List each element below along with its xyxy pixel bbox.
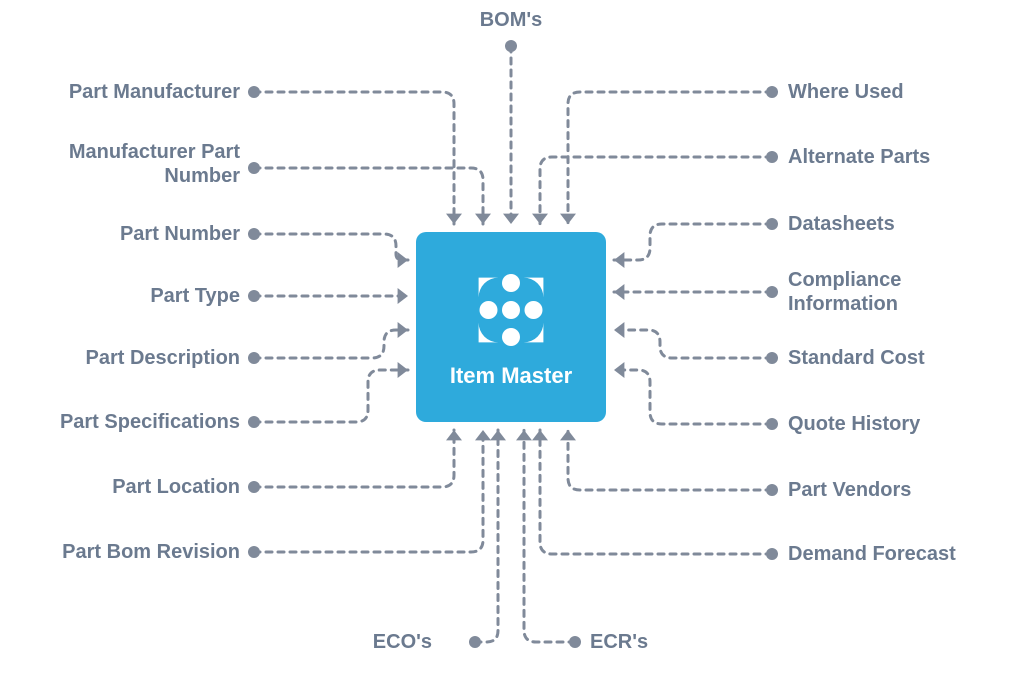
label-part-bom-revision: Part Bom Revision bbox=[40, 540, 240, 564]
label-ecrs: ECR's bbox=[590, 630, 648, 654]
label-manufacturer-part-number: Manufacturer Part Number bbox=[40, 140, 240, 188]
label-part-location: Part Location bbox=[40, 475, 240, 499]
label-compliance-information: Compliance Information bbox=[788, 268, 998, 316]
label-quote-history: Quote History bbox=[788, 412, 998, 436]
label-part-vendors: Part Vendors bbox=[788, 478, 998, 502]
diagram-stage: Item Master BOM's ECO's ECR's Part Manuf… bbox=[0, 0, 1024, 679]
label-part-manufacturer: Part Manufacturer bbox=[40, 80, 240, 104]
label-where-used: Where Used bbox=[788, 80, 998, 104]
label-part-number: Part Number bbox=[40, 222, 240, 246]
item-master-icon bbox=[466, 265, 556, 355]
label-ecos: ECO's bbox=[332, 630, 432, 654]
label-standard-cost: Standard Cost bbox=[788, 346, 998, 370]
item-master-label: Item Master bbox=[450, 363, 572, 389]
label-part-type: Part Type bbox=[40, 284, 240, 308]
item-master-node: Item Master bbox=[416, 232, 606, 422]
label-datasheets: Datasheets bbox=[788, 212, 998, 236]
label-demand-forecast: Demand Forecast bbox=[788, 542, 998, 566]
label-part-specifications: Part Specifications bbox=[40, 410, 240, 434]
label-alternate-parts: Alternate Parts bbox=[788, 145, 998, 169]
label-boms: BOM's bbox=[480, 8, 543, 32]
label-part-description: Part Description bbox=[40, 346, 240, 370]
